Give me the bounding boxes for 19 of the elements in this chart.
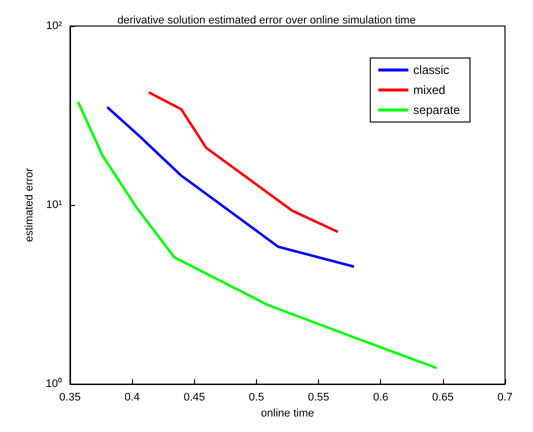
x-tick-label: 0.45 <box>184 392 205 404</box>
chart-title: derivative solution estimated error over online simulation time <box>117 14 416 26</box>
line-series <box>106 106 356 268</box>
line-series <box>148 91 340 234</box>
y-tick-label: 10⁰ <box>46 377 62 390</box>
legend-label: classic <box>413 63 450 77</box>
legend-label: separate <box>413 103 460 117</box>
legend-label: mixed <box>413 83 446 97</box>
x-tick-label: 0.65 <box>432 392 454 404</box>
x-axis-title: online time <box>260 408 314 420</box>
x-tick-label: 0.7 <box>497 392 513 404</box>
x-tick-label: 0.55 <box>308 392 330 404</box>
y-tick-label: 10² <box>46 20 62 32</box>
x-tick-label: 0.5 <box>248 392 264 404</box>
y-tick-label: 10¹ <box>46 199 62 212</box>
x-tick-label: 0.4 <box>124 392 140 404</box>
y-axis-title: estimated error <box>23 168 36 242</box>
x-tick-label: 0.6 <box>373 392 388 404</box>
x-tick-label: 0.35 <box>59 392 81 404</box>
